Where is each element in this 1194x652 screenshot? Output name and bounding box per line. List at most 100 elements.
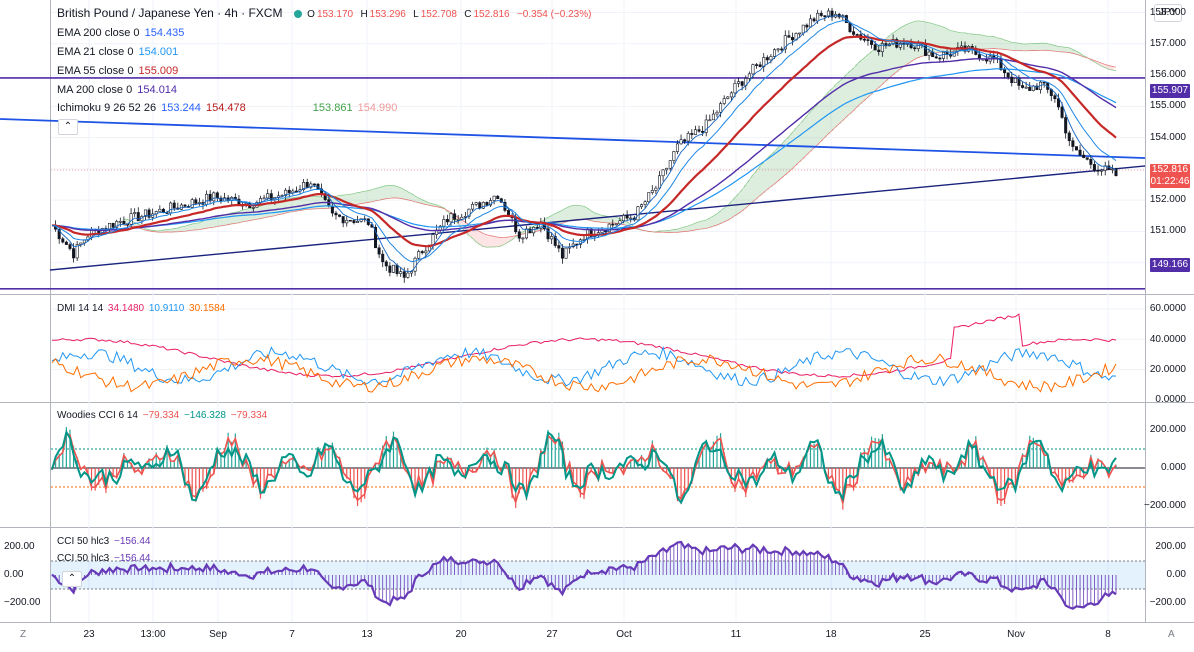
cloud-segment	[866, 54, 870, 98]
cloud-segment	[743, 184, 748, 209]
cloud-segment	[226, 214, 230, 226]
cloud-segment	[373, 188, 378, 202]
candle-body	[801, 24, 805, 34]
candle-body	[733, 83, 737, 94]
candle-body	[115, 221, 119, 228]
cloud-segment	[237, 211, 241, 224]
cloud-segment	[765, 158, 770, 190]
cloud-segment	[488, 235, 493, 248]
indicator-name: MA 200 close 0	[57, 84, 133, 96]
candle-body	[1060, 106, 1064, 118]
woodies-legend[interactable]: Woodies CCI 6 14 −79.334 −146.328 −79.33…	[57, 409, 269, 423]
cloud-segment	[592, 213, 597, 223]
candle-body	[729, 92, 733, 98]
candle-body	[618, 220, 622, 225]
candle-body	[873, 44, 877, 51]
candle-body	[959, 45, 963, 48]
currency-selector-button[interactable]: JPY	[1154, 4, 1182, 22]
ichimoku-conversion-value: 153.244	[161, 102, 201, 114]
cloud-segment	[233, 212, 238, 224]
candle-body	[478, 202, 482, 209]
cloud-segment	[948, 30, 953, 53]
collapse-legend-button[interactable]: ⌃	[58, 119, 78, 135]
cloud-segment	[740, 189, 744, 212]
cloud-segment	[352, 193, 356, 206]
cloud-segment	[323, 197, 327, 210]
candle-body	[877, 49, 881, 53]
candle-body	[402, 271, 406, 278]
cloud-segment	[833, 84, 838, 128]
cloud-segment	[438, 206, 443, 208]
indicator-legend-ema200[interactable]: EMA 200 close 0 154.435	[57, 26, 186, 40]
cloud-segment	[183, 226, 187, 232]
candle-body	[740, 81, 744, 86]
timezone-button[interactable]: Z	[20, 629, 27, 640]
cloud-segment	[132, 222, 137, 228]
time-axis-tick: 23	[83, 629, 95, 640]
cci-line	[51, 540, 1117, 610]
time-axis-tick: 18	[825, 629, 837, 640]
cloud-segment	[211, 218, 216, 228]
cloud-segment	[359, 191, 363, 205]
collapse-cci-legend-button[interactable]: ⌃	[62, 571, 82, 587]
cloud-segment	[186, 225, 191, 232]
auto-scale-button[interactable]: A	[1168, 629, 1175, 640]
cloud-segment	[582, 206, 586, 220]
candle-body	[557, 245, 561, 249]
candle-body	[564, 247, 568, 259]
candle-body	[704, 119, 708, 133]
dmi-plus-value: 10.9110	[148, 303, 185, 314]
candle-body	[61, 238, 65, 243]
candle-body	[830, 10, 834, 18]
candle-body	[686, 133, 690, 142]
price-axis-tick: 158.000	[1149, 6, 1186, 18]
candle-body	[485, 202, 489, 206]
cloud-segment	[1099, 63, 1104, 67]
cloud-segment	[176, 227, 180, 233]
indicator-legend-ema55[interactable]: EMA 55 close 0 155.009	[57, 64, 180, 78]
cloud-segment	[956, 32, 960, 52]
indicator-value: 154.435	[144, 27, 185, 39]
candle-body	[338, 214, 342, 217]
trend-lines[interactable]	[0, 77, 1146, 290]
cci-legend-1[interactable]: CCI 50 hlc3 −156.44	[57, 535, 152, 549]
cloud-segment	[988, 36, 992, 50]
candle-body	[1085, 157, 1089, 160]
candle-body	[1013, 77, 1017, 84]
cloud-segment	[952, 31, 957, 52]
cloud-segment	[722, 208, 726, 223]
candle-body	[1067, 132, 1071, 141]
woodies-cci-value: −79.334	[142, 410, 180, 421]
cloud-segment	[826, 92, 831, 135]
cci-legend-2[interactable]: CCI 50 hlc3 −156.44	[57, 552, 152, 566]
woodies-hist-value: −79.334	[230, 410, 268, 421]
symbol-legend[interactable]: British Pound / Japanese Yen · 4h · FXCM…	[57, 6, 593, 22]
time-axis-tick: 20	[455, 629, 467, 640]
cloud-segment	[485, 234, 489, 248]
indicator-legend-ema21[interactable]: EMA 21 close 0 154.001	[57, 45, 180, 59]
candle-body	[449, 213, 453, 223]
cloud-segment	[805, 115, 809, 156]
candle-body	[582, 238, 586, 241]
cci-axis-tick: −200.00	[1149, 597, 1186, 608]
cloud-segment	[255, 206, 259, 220]
time-axis-tick: Oct	[616, 629, 632, 640]
cloud-segment	[1103, 64, 1108, 69]
indicator-name: EMA 55 close 0	[57, 65, 134, 77]
ohlc-close-value: 152.816	[473, 9, 510, 20]
candle-body	[374, 226, 378, 249]
indicator-legend-ichimoku[interactable]: Ichimoku 9 26 52 26 153.244 154.478 153.…	[57, 101, 399, 115]
indicator-value: 155.009	[138, 65, 179, 77]
cloud-segment	[161, 230, 166, 233]
cloud-segment	[981, 35, 985, 50]
cloud-segment	[999, 38, 1003, 50]
lower-level-price-tag: 149.166	[1150, 258, 1190, 272]
dmi-legend[interactable]: DMI 14 14 34.1480 10.9110 30.1584	[57, 302, 227, 316]
indicator-legend-ma200[interactable]: MA 200 close 0 154.014	[57, 83, 179, 97]
cloud-segment	[459, 220, 464, 229]
candle-body	[679, 139, 683, 145]
cloud-segment	[819, 100, 824, 142]
candle-body	[578, 239, 582, 245]
woodies-axis-tick: 200.000	[1149, 424, 1186, 435]
